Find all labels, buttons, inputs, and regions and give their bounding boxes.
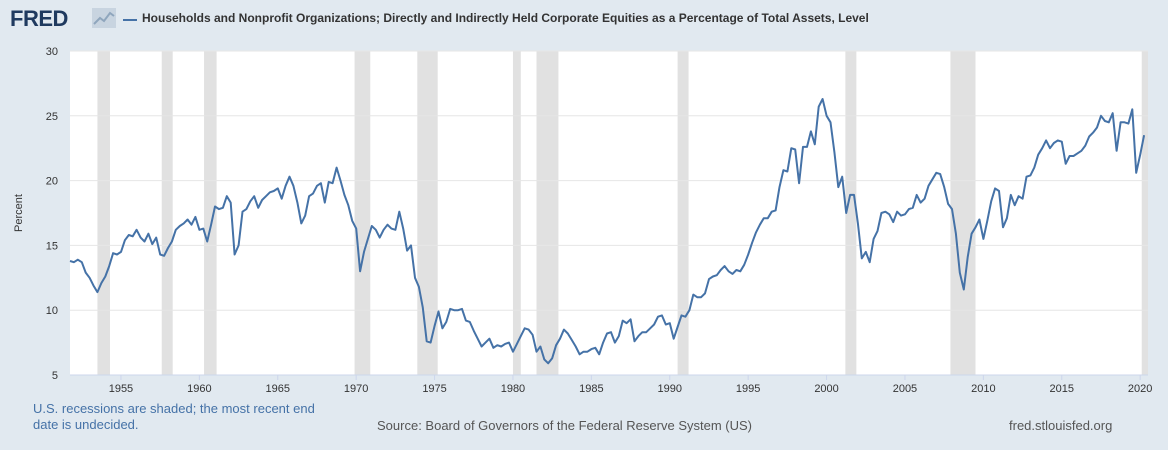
- y-tick-label: 10: [46, 305, 58, 317]
- recession-band: [417, 51, 438, 375]
- y-tick-label: 5: [52, 370, 58, 382]
- recession-band: [536, 51, 559, 375]
- y-tick-label: 25: [46, 111, 58, 123]
- recession-note: U.S. recessions are shaded; the most rec…: [33, 401, 315, 432]
- x-tick-label: 1975: [422, 383, 446, 395]
- y-tick-label: 20: [46, 176, 58, 188]
- x-tick-label: 2010: [971, 383, 995, 395]
- recession-band: [677, 51, 689, 375]
- fred-logo[interactable]: FRED: [10, 6, 68, 31]
- x-tick-label: 2020: [1128, 383, 1152, 395]
- x-tick-label: 2015: [1050, 383, 1074, 395]
- y-tick-label: 15: [46, 240, 58, 252]
- x-tick-label: 1960: [187, 383, 211, 395]
- recession-band: [97, 51, 110, 375]
- series-line[interactable]: [69, 98, 1146, 365]
- recession-band: [845, 51, 857, 375]
- x-tick-label: 1970: [344, 383, 368, 395]
- source-text: Source: Board of Governors of the Federa…: [377, 418, 752, 433]
- recession-band: [354, 51, 371, 375]
- x-tick-label: 1955: [109, 383, 133, 395]
- site-link[interactable]: fred.stlouisfed.org: [1009, 418, 1113, 433]
- recession-band: [950, 51, 976, 375]
- recession-band: [161, 51, 173, 375]
- x-tick-label: 2000: [814, 383, 838, 395]
- header: FRED Households and Nonprofit Organizati…: [0, 0, 1168, 44]
- series-legend-swatch: [123, 19, 137, 21]
- recession-band: [1141, 51, 1148, 375]
- x-tick-label: 1990: [658, 383, 682, 395]
- line-chart[interactable]: 5 10 15 20 25 30 1955 1960 1965 1970 1975 1980 1985 1…: [0, 36, 1168, 401]
- recession-band: [512, 51, 521, 375]
- series-title[interactable]: Households and Nonprofit Organizations; …: [142, 11, 869, 25]
- recession-band: [204, 51, 217, 375]
- x-tick-label: 2005: [893, 383, 917, 395]
- x-tick-label: 1965: [266, 383, 290, 395]
- x-tick-label: 1995: [736, 383, 760, 395]
- chart-logo-icon: [92, 8, 116, 28]
- x-tick-label: 1985: [579, 383, 603, 395]
- y-tick-label: 30: [46, 46, 58, 58]
- y-axis-label: Percent: [13, 194, 25, 232]
- x-tick-label: 1980: [501, 383, 525, 395]
